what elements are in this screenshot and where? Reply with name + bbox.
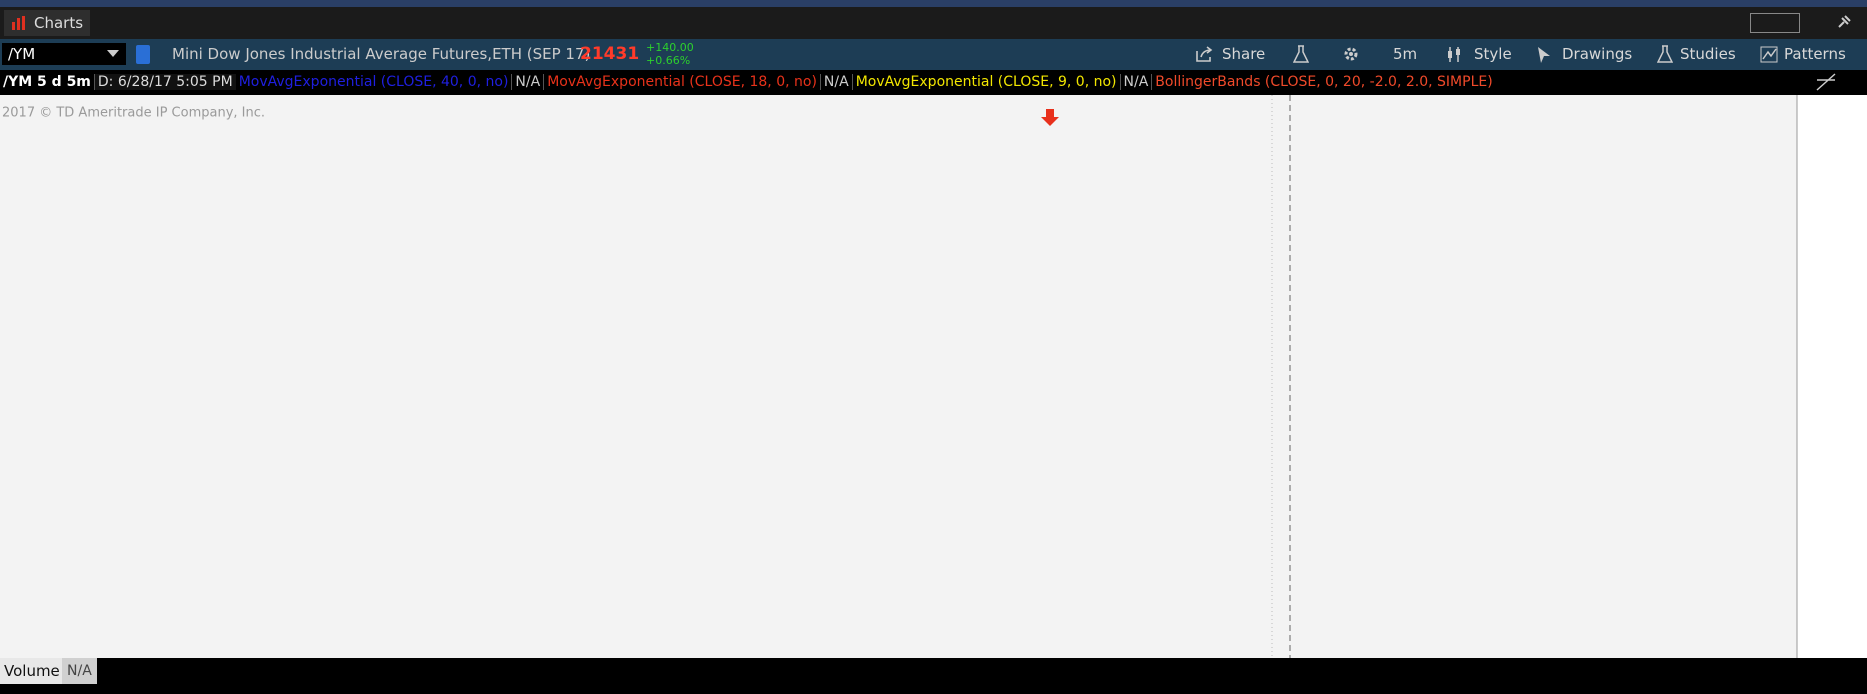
symbol-box[interactable]: /YM bbox=[2, 43, 126, 65]
description: Mini Dow Jones Industrial Average Future… bbox=[172, 45, 591, 63]
pin-icon[interactable] bbox=[1836, 14, 1852, 30]
volume-pane: Volume N/A bbox=[0, 658, 1867, 684]
axis-header bbox=[1797, 70, 1867, 95]
button[interactable]: Studies bbox=[1680, 45, 1736, 63]
gear-icon[interactable] bbox=[1342, 45, 1360, 63]
study-label[interactable]: BollingerBands (CLOSE, 0, 20, -2.0, 2.0,… bbox=[1155, 74, 1493, 90]
dropdown-arrow bbox=[107, 50, 119, 57]
button[interactable]: Drawings bbox=[1562, 45, 1633, 63]
axis-background bbox=[1797, 95, 1867, 658]
symbol: /YM bbox=[8, 45, 36, 63]
button[interactable]: 5m bbox=[1393, 45, 1418, 63]
last-price: 21431 bbox=[580, 44, 640, 64]
toolbar: /YM Mini Dow Jones Industrial Average Fu… bbox=[0, 39, 1867, 70]
scale-icon[interactable] bbox=[1815, 72, 1837, 92]
plot-background bbox=[0, 95, 1797, 658]
study-label[interactable]: MovAvgExponential (CLOSE, 40, 0, no) bbox=[238, 74, 509, 90]
change-pct: +0.66% bbox=[646, 54, 691, 67]
study-label[interactable]: MovAvgExponential (CLOSE, 9, 0, no) bbox=[855, 74, 1117, 90]
symbol-period: /YM 5 d 5m bbox=[3, 74, 91, 90]
volume-label: Volume bbox=[0, 658, 64, 684]
flask-icon[interactable] bbox=[1293, 45, 1309, 64]
tab[interactable]: Charts bbox=[4, 10, 90, 36]
window-box[interactable] bbox=[1750, 13, 1800, 33]
volume-value: N/A bbox=[62, 658, 97, 684]
tab-bar: Charts bbox=[0, 7, 1867, 39]
study-value: N/A bbox=[819, 74, 853, 90]
studies-icon bbox=[1657, 45, 1673, 63]
title-bar bbox=[0, 0, 1867, 7]
date: D: 6/28/17 5:05 PM bbox=[93, 74, 236, 90]
change: +140.00 +0.66% bbox=[646, 41, 694, 67]
study-value: N/A bbox=[511, 74, 545, 90]
change-abs: +140.00 bbox=[646, 41, 694, 54]
study-label[interactable]: MovAvgExponential (CLOSE, 18, 0, no) bbox=[547, 74, 817, 90]
style-icon bbox=[1448, 47, 1460, 62]
chart-icon bbox=[12, 16, 25, 30]
share-icon bbox=[1196, 46, 1213, 62]
event-arrow[interactable] bbox=[1041, 109, 1059, 126]
button[interactable]: Share bbox=[1222, 45, 1266, 63]
patterns-icon bbox=[1760, 46, 1778, 63]
tab-label: Charts bbox=[34, 14, 84, 32]
cursor-icon bbox=[1538, 47, 1550, 63]
button[interactable]: Style bbox=[1474, 45, 1512, 63]
button[interactable]: Patterns bbox=[1784, 45, 1846, 63]
study-row: /YM 5 d 5m D: 6/28/17 5:05 PM MovAvgExpone… bbox=[0, 70, 1797, 95]
link-icon[interactable] bbox=[136, 45, 150, 64]
chart: 2017 © TD Ameritrade IP Company, Inc. Lo… bbox=[0, 95, 1867, 658]
watermark: 2017 © TD Ameritrade IP Company, Inc. bbox=[2, 106, 265, 121]
study-value: N/A bbox=[1119, 74, 1153, 90]
